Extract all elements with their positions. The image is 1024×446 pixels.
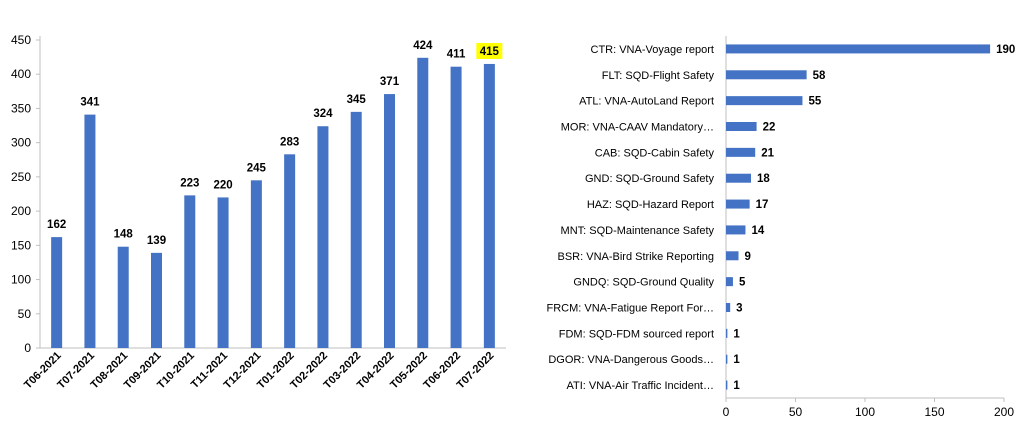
data-label: 424 bbox=[413, 40, 433, 52]
bar bbox=[151, 252, 162, 348]
x-tick-label: 200 bbox=[994, 405, 1014, 419]
data-label: 345 bbox=[347, 94, 367, 106]
data-label: 1 bbox=[733, 354, 740, 366]
bar bbox=[350, 111, 362, 348]
bar bbox=[51, 237, 63, 348]
bar bbox=[417, 57, 429, 348]
report-type-bar-chart: 0 50 100 150 200 190 CTR: VNA-Voyage report 58 F… bbox=[547, 36, 1015, 419]
y-tick-label: 350 bbox=[11, 101, 31, 115]
data-label: 1 bbox=[733, 380, 740, 392]
bar bbox=[726, 199, 750, 209]
x-tick-label: 50 bbox=[789, 405, 803, 419]
bar bbox=[117, 246, 129, 348]
bar bbox=[726, 70, 807, 80]
data-label: 148 bbox=[114, 229, 134, 241]
data-label: 190 bbox=[996, 44, 1015, 56]
data-label: 341 bbox=[80, 97, 100, 109]
y-category-label: HAZ: SQD-Hazard Report bbox=[587, 199, 714, 211]
y-tick-label: 250 bbox=[11, 170, 31, 184]
bar bbox=[726, 380, 728, 390]
data-label-highlight bbox=[476, 42, 503, 59]
bar bbox=[250, 180, 262, 348]
y-category-label: CAB: SQD-Cabin Safety bbox=[595, 147, 715, 159]
bar bbox=[726, 225, 746, 235]
bar bbox=[84, 114, 96, 348]
bar bbox=[284, 154, 296, 348]
y-tick-label: 50 bbox=[18, 307, 32, 321]
bar bbox=[726, 354, 728, 364]
data-label: 17 bbox=[756, 199, 769, 211]
y-category-label: ATL: VNA-AutoLand Report bbox=[579, 96, 714, 108]
data-label: 9 bbox=[745, 251, 751, 263]
data-label: 1 bbox=[733, 328, 740, 340]
bar bbox=[450, 66, 462, 349]
x-tick-label: 100 bbox=[855, 405, 875, 419]
y-category-label: CTR: VNA-Voyage report bbox=[591, 44, 715, 56]
data-label: 18 bbox=[757, 173, 770, 185]
bar bbox=[726, 173, 752, 183]
monthly-reports-bar-chart: 050100150200250300350400450162T06-202134… bbox=[11, 33, 506, 391]
data-label: 223 bbox=[180, 177, 199, 189]
data-label: 5 bbox=[739, 277, 746, 289]
data-label: 324 bbox=[313, 108, 333, 120]
bar bbox=[726, 328, 728, 338]
y-category-label: FDM: SQD-FDM sourced report bbox=[559, 328, 714, 340]
x-tick-label: 150 bbox=[924, 405, 944, 419]
y-tick-label: 400 bbox=[11, 67, 31, 81]
data-label: 245 bbox=[247, 162, 267, 174]
y-category-label: FRCM: VNA-Fatigue Report For… bbox=[547, 303, 714, 315]
data-label: 139 bbox=[147, 235, 166, 247]
y-category-label: DGOR: VNA-Dangerous Goods… bbox=[548, 354, 714, 366]
y-tick-label: 0 bbox=[24, 341, 31, 355]
data-label: 411 bbox=[447, 49, 466, 61]
bar bbox=[483, 63, 495, 348]
y-category-label: FLT: SQD-Flight Safety bbox=[602, 70, 715, 82]
y-category-label: GNDQ: SQD-Ground Quality bbox=[573, 277, 714, 289]
bar bbox=[184, 195, 196, 348]
y-tick-label: 450 bbox=[11, 33, 31, 47]
y-category-label: GND: SQD-Ground Safety bbox=[585, 173, 714, 185]
y-tick-label: 100 bbox=[11, 273, 31, 287]
bar bbox=[726, 122, 757, 131]
y-category-label: ATI: VNA-Air Traffic Incident… bbox=[566, 380, 714, 392]
data-label: 283 bbox=[280, 136, 299, 148]
data-label: 3 bbox=[736, 303, 742, 315]
data-label: 220 bbox=[213, 179, 232, 191]
bar bbox=[384, 94, 395, 349]
bar bbox=[726, 147, 756, 157]
data-label: 58 bbox=[813, 70, 826, 82]
data-label: 55 bbox=[808, 96, 821, 108]
y-category-label: BSR: VNA-Bird Strike Reporting bbox=[558, 251, 715, 263]
data-label: 162 bbox=[47, 219, 66, 231]
data-label: 22 bbox=[763, 122, 776, 134]
y-category-label: MOR: VNA-CAAV Mandatory… bbox=[561, 122, 714, 134]
bar bbox=[726, 44, 991, 54]
data-label: 14 bbox=[751, 225, 764, 237]
data-label: 415 bbox=[480, 46, 500, 58]
bar bbox=[317, 126, 329, 349]
y-tick-label: 200 bbox=[11, 204, 31, 218]
x-tick-label: 0 bbox=[723, 405, 730, 419]
y-category-label: MNT: SQD-Maintenance Safety bbox=[561, 225, 715, 237]
data-label: 371 bbox=[380, 76, 400, 88]
bar bbox=[726, 96, 803, 106]
y-tick-label: 150 bbox=[11, 238, 31, 252]
data-label: 21 bbox=[761, 147, 774, 159]
bar bbox=[217, 197, 229, 348]
y-tick-label: 300 bbox=[11, 136, 31, 150]
bar bbox=[726, 277, 733, 287]
bar bbox=[726, 303, 731, 312]
bar bbox=[726, 251, 739, 261]
